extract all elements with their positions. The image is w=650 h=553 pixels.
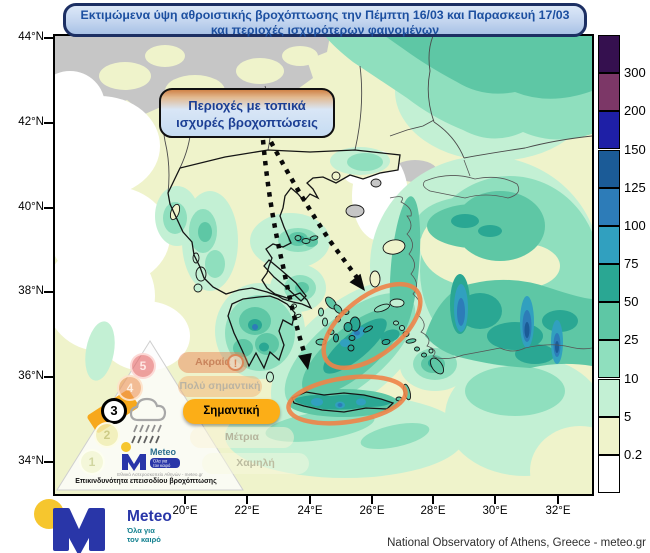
- colorbar-label: 150: [624, 141, 646, 157]
- attribution-text: National Observatory of Athens, Greece -…: [387, 537, 646, 549]
- logo-tagline-1: Όλα για: [126, 526, 155, 535]
- lat-tick-mark: [44, 376, 54, 378]
- colorbar-label: 10: [624, 370, 639, 386]
- lon-label: 32°E: [545, 505, 571, 517]
- exclamation-icon: !: [227, 354, 244, 371]
- logo-dot-icon: [121, 442, 131, 452]
- colorbar-label: 5: [624, 408, 632, 424]
- lon-label: 30°E: [482, 505, 508, 517]
- colorbar-segment: [598, 378, 620, 417]
- colorbar-label: 300: [624, 65, 646, 81]
- colorbar-label: 200: [624, 103, 646, 119]
- colorbar-label: 125: [624, 179, 646, 195]
- rain-cloud-icon: [129, 397, 167, 444]
- risk-level-pill-3: Σημαντική: [183, 399, 280, 424]
- logo-tagline-2: τον καιρό: [127, 535, 161, 544]
- colorbar-segment: [598, 302, 620, 341]
- lat-tick-mark: [44, 461, 54, 463]
- colorbar-label: 25: [624, 332, 639, 348]
- colorbar-segment: [598, 340, 620, 379]
- mini-logo-tagline-1: Όλα για: [152, 459, 168, 464]
- colorbar-label: 0.2: [624, 446, 643, 462]
- lon-tick-mark: [494, 496, 496, 504]
- lon-tick-mark: [371, 496, 373, 504]
- lon-tick-mark: [309, 496, 311, 504]
- pyramid-caption: Επικινδυνότητα επεισοδίου βροχόπτωσης: [75, 478, 217, 485]
- callout-line-1: Περιοχές με τοπικά: [188, 98, 306, 113]
- lon-tick-mark: [432, 496, 434, 504]
- colorbar-segment: [598, 187, 620, 226]
- lat-tick-mark: [44, 37, 54, 39]
- colorbar-segment: [598, 264, 620, 303]
- lat-label: 40°N: [18, 201, 44, 213]
- lat-label: 36°N: [18, 370, 44, 382]
- lon-tick-mark: [246, 496, 248, 504]
- mini-logo-subtext: Εθνικό Αστεροσκοπείο Αθηνών - meteo.gr: [117, 471, 203, 477]
- lon-label: 22°E: [234, 505, 260, 517]
- lat-tick-mark: [44, 122, 54, 124]
- colorbar-label: 50: [624, 294, 639, 310]
- title-line-1: Εκτιμώμενα ύψη αθροιστικής βροχόπτωσης τ…: [80, 8, 570, 22]
- lon-label: 20°E: [172, 505, 198, 517]
- lon-label: 28°E: [420, 505, 446, 517]
- colorbar-label: 75: [624, 256, 639, 271]
- risk-level-pill-1: Χαμηλή: [202, 453, 309, 474]
- lat-label: 38°N: [18, 285, 44, 297]
- lat-label: 44°N: [18, 31, 44, 43]
- colorbar-segment: [598, 149, 620, 188]
- meteo-logo: Meteo Όλα για τον καιρό: [34, 499, 172, 553]
- mini-logo-name: Meteo: [150, 447, 177, 457]
- colorbar-segment: [598, 454, 620, 493]
- risk-level-badge-4: 4: [117, 375, 143, 401]
- map-title-banner: Εκτιμώμενα ύψη αθροιστικής βροχόπτωσης τ…: [63, 3, 587, 37]
- colorbar-segment: [598, 225, 620, 264]
- logo-name: Meteo: [127, 508, 172, 525]
- local-heavy-rain-callout: Περιοχές με τοπικά ισχυρές βροχοπτώσεις: [159, 88, 335, 138]
- lon-label: 24°E: [297, 505, 323, 517]
- lat-tick-mark: [44, 291, 54, 293]
- risk-level-badge-1: 1: [79, 449, 105, 475]
- lat-label: 34°N: [18, 455, 44, 467]
- risk-level-pill-4: Πολύ σημαντική: [178, 376, 262, 397]
- risk-level-badge-2: 2: [94, 422, 120, 448]
- callout-line-2: ισχυρές βροχοπτώσεις: [176, 115, 318, 130]
- risk-level-badge-3: 3: [101, 398, 127, 424]
- logo-m-icon: [122, 454, 146, 471]
- lon-tick-mark: [184, 496, 186, 504]
- colorbar-segment: [598, 73, 620, 112]
- colorbar-segment: [598, 35, 620, 74]
- colorbar-segment: [598, 111, 620, 150]
- logo-m-icon: [53, 508, 105, 553]
- lat-label: 42°N: [18, 116, 44, 128]
- pyramid-meteo-logo: Meteo Όλα για τον καιρό Εθνικό Αστεροσκο…: [117, 442, 203, 477]
- lat-tick-mark: [44, 207, 54, 209]
- lon-label: 26°E: [359, 505, 385, 517]
- lon-tick-mark: [557, 496, 559, 504]
- colorbar-segment: [598, 416, 620, 455]
- risk-level-badge-5: 5: [130, 353, 156, 379]
- title-line-2: και περιοχές ισχυρότερων φαινομένων: [210, 23, 440, 37]
- colorbar-label: 100: [624, 217, 646, 233]
- risk-level-pill-2: Μέτρια: [190, 427, 294, 448]
- mini-logo-tagline-2: τον καιρό: [153, 463, 171, 468]
